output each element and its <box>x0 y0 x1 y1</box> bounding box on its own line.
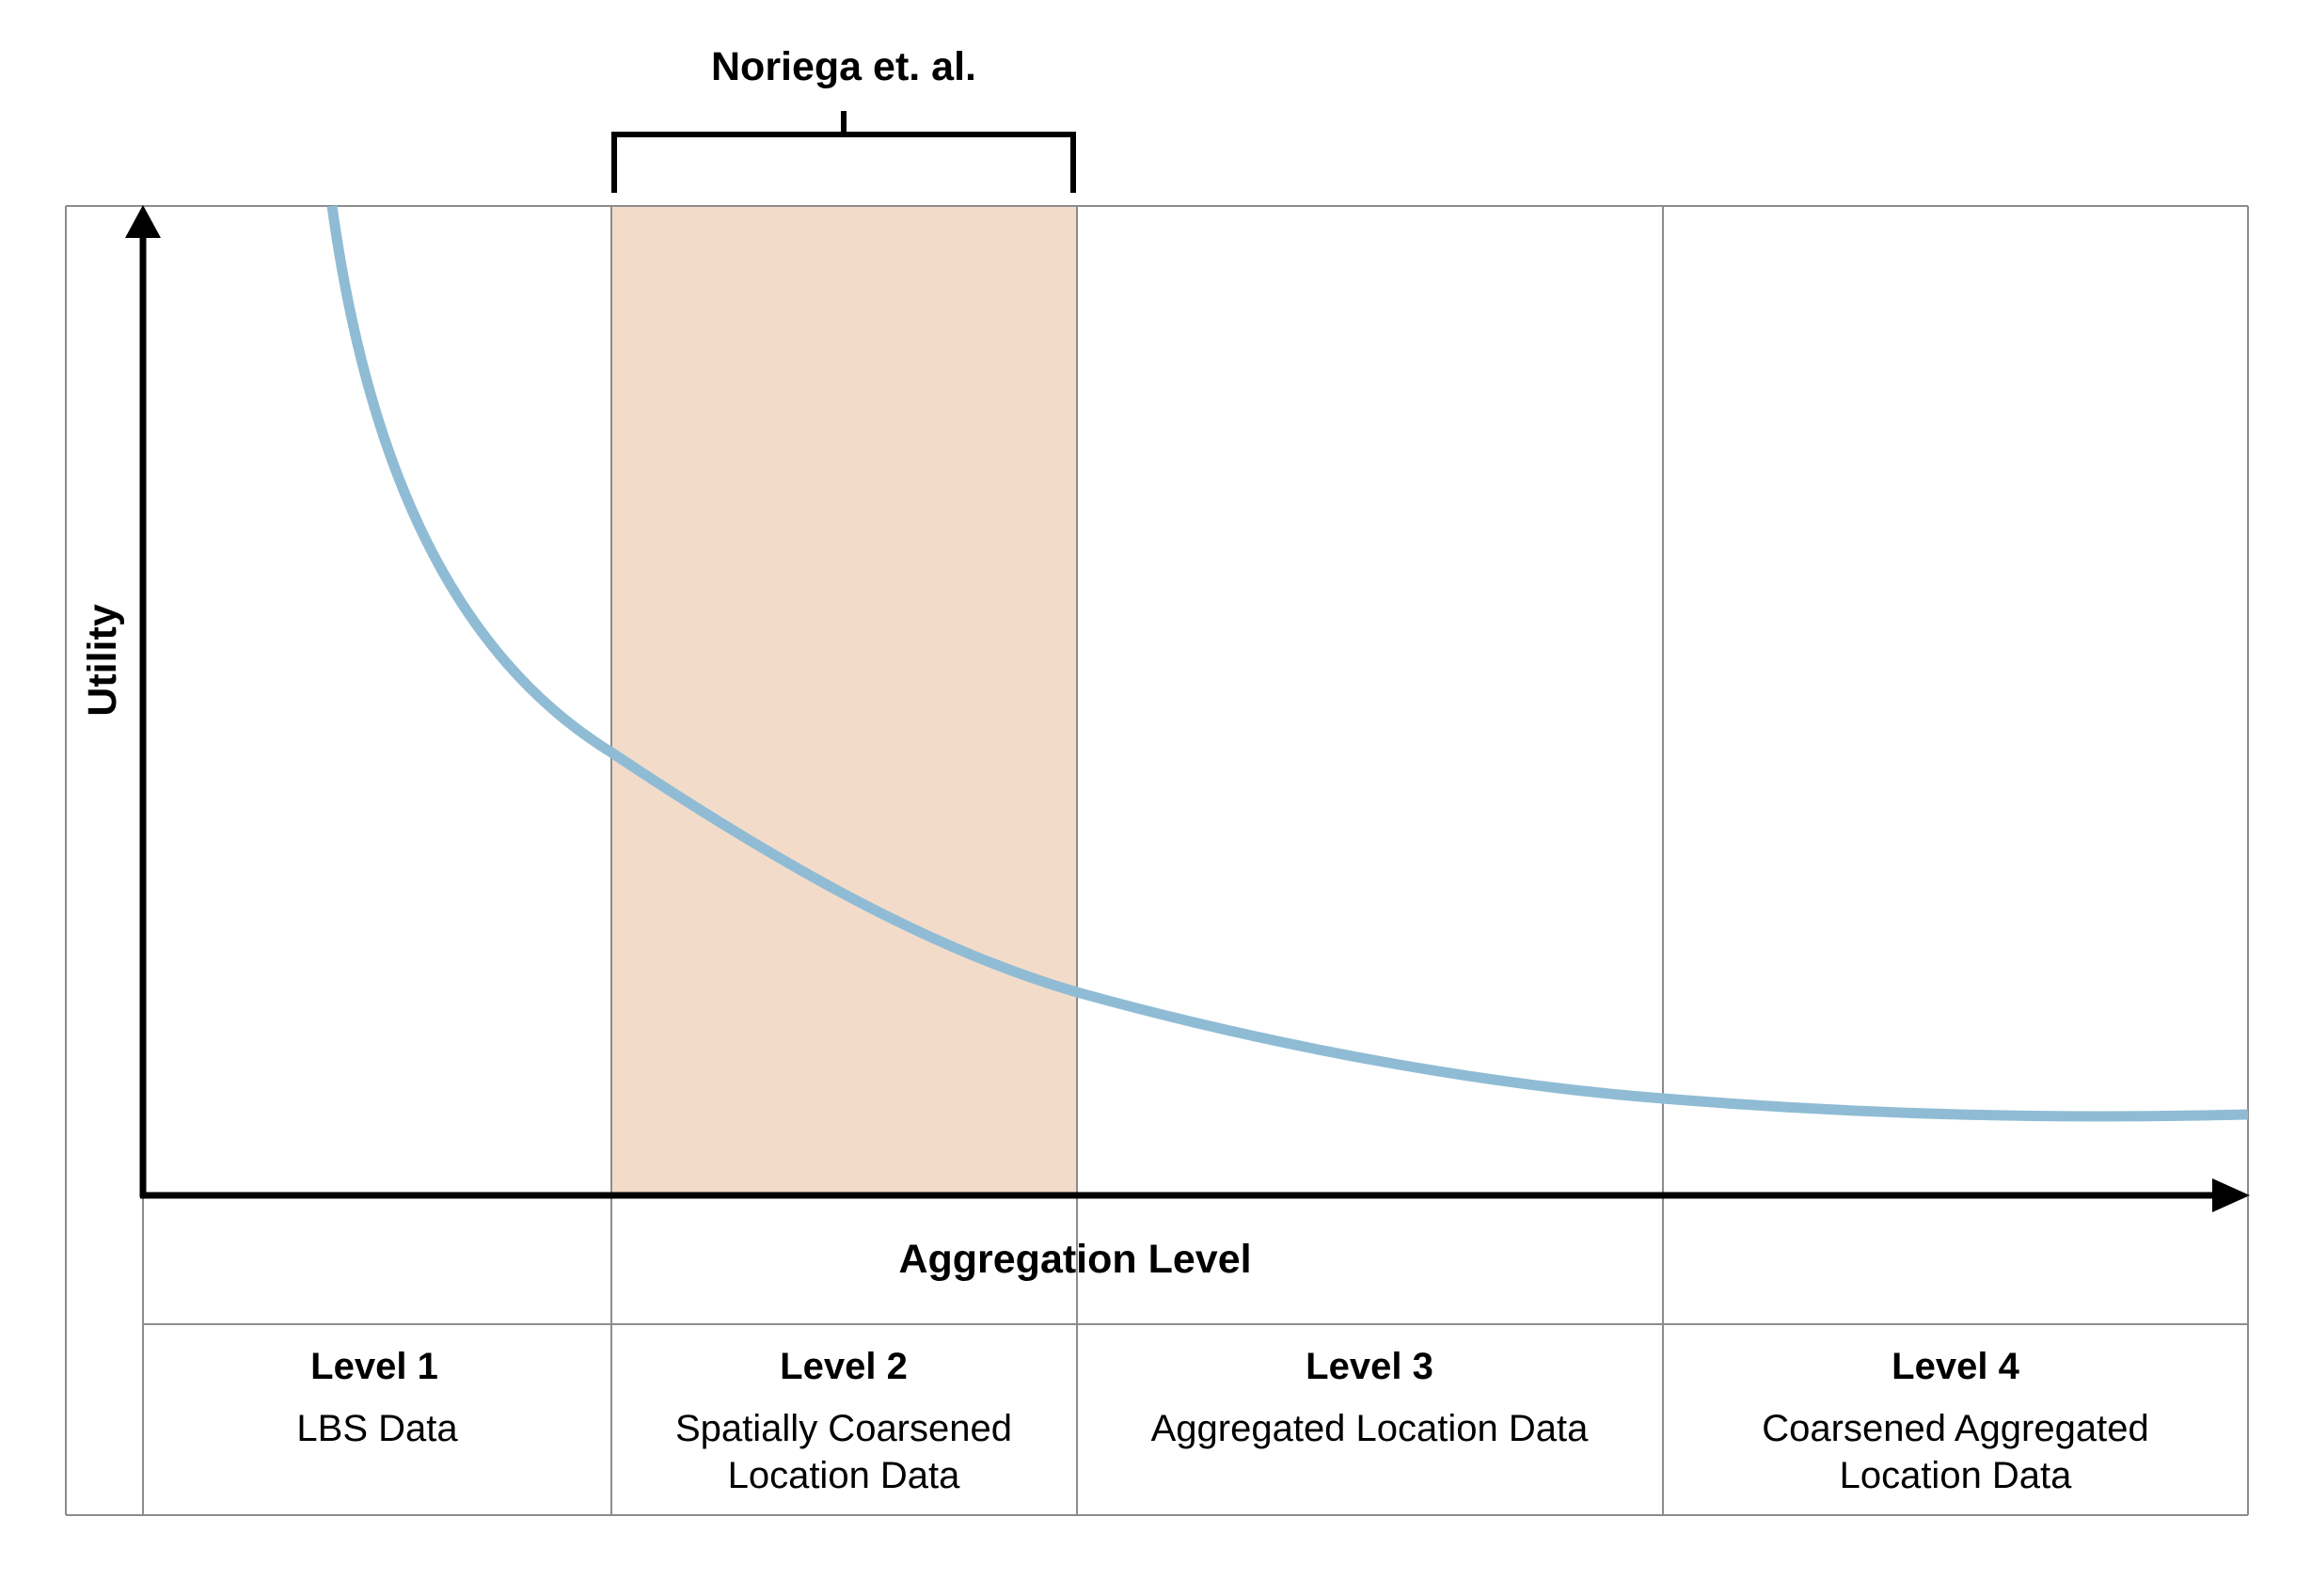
level-3-title: Level 3 <box>1306 1346 1433 1387</box>
bracket-annotation: Noriega et. al. <box>611 44 1076 193</box>
level-2-title: Level 2 <box>780 1346 908 1387</box>
grid-lines <box>65 205 2249 1516</box>
level-2-highlight-band <box>611 206 1077 1195</box>
bracket-icon <box>611 111 1076 193</box>
x-axis-label: Aggregation Level <box>898 1237 1251 1282</box>
y-axis-arrowhead <box>125 205 161 238</box>
utility-curve <box>326 205 2249 1122</box>
axes <box>125 205 2250 1212</box>
level-4-desc-line-1: Coarsened Aggregated <box>1762 1408 2148 1449</box>
y-axis-label: Utility <box>80 604 125 717</box>
level-4-desc-line-2: Location Data <box>1840 1455 2073 1496</box>
level-1-desc-line-1: LBS Data <box>296 1408 458 1449</box>
level-1-cell: Level 1 LBS Data <box>296 1346 458 1449</box>
bracket-label: Noriega et. al. <box>711 44 976 89</box>
level-3-cell: Level 3 Aggregated Location Data <box>1151 1346 1590 1449</box>
level-1-title: Level 1 <box>310 1346 438 1387</box>
level-4-cell: Level 4 Coarsened Aggregated Location Da… <box>1762 1346 2148 1496</box>
level-4-title: Level 4 <box>1892 1346 2019 1387</box>
x-axis-arrowhead <box>2212 1178 2250 1212</box>
level-2-desc-line-2: Location Data <box>728 1455 961 1496</box>
level-2-desc-line-1: Spatially Coarsened <box>675 1408 1012 1449</box>
level-3-desc-line-1: Aggregated Location Data <box>1151 1408 1590 1449</box>
level-2-cell: Level 2 Spatially Coarsened Location Dat… <box>675 1346 1012 1496</box>
